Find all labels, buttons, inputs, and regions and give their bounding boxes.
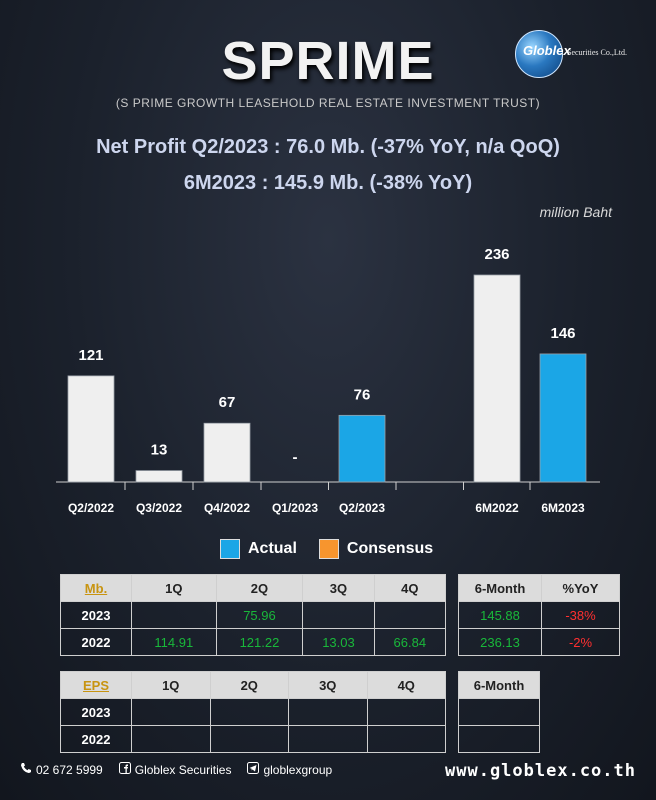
phone-icon <box>20 762 32 777</box>
row-label: 2022 <box>60 628 132 656</box>
table-header-cell: 4Q <box>366 671 446 699</box>
data-label: - <box>293 449 298 466</box>
data-label: 67 <box>219 394 236 411</box>
x-tick-label: Q2/2023 <box>339 501 385 515</box>
table-row: 145.88 -38% <box>458 601 620 629</box>
table-cell: 66.84 <box>373 628 447 656</box>
table-header-cell: 6-Month <box>458 574 542 602</box>
headline-net-profit: Net Profit Q2/2023 : 76.0 Mb. (-37% YoY,… <box>96 136 560 158</box>
globlex-logo: Globlex Securities Co.,Ltd. <box>515 30 635 78</box>
table-cell <box>373 601 447 629</box>
table-cell: -2% <box>541 628 620 656</box>
x-tick-label: 6M2023 <box>541 501 585 515</box>
table-cell <box>302 601 375 629</box>
data-label: 13 <box>151 442 168 459</box>
table-cell: -38% <box>541 601 620 629</box>
facebook-link[interactable]: Globlex Securities <box>134 762 232 777</box>
table-cell <box>366 698 446 726</box>
table-cell <box>209 698 289 726</box>
row-label: 2023 <box>60 698 132 726</box>
table-cell <box>288 725 368 753</box>
telegram-link[interactable]: globlexgroup <box>263 762 333 777</box>
table-cell <box>131 725 211 753</box>
mb-summary-table: 6-Month %YoY 145.88 -38% 236.13 -2% <box>458 574 620 656</box>
table-header-row: EPS 1Q 2Q 3Q 4Q <box>60 671 446 699</box>
bar-Q4/2022 <box>203 422 251 483</box>
table-header-row: 6-Month <box>458 671 540 699</box>
table-header-cell: EPS <box>60 671 132 699</box>
table-header-cell: 3Q <box>288 671 368 699</box>
table-cell: 114.91 <box>131 628 217 656</box>
table-header-cell: 1Q <box>131 574 217 602</box>
contact-footer: 02 672 5999 Globlex Securities globlexgr… <box>20 762 332 777</box>
website-link[interactable]: www.globlex.co.th <box>445 761 636 781</box>
table-row: 236.13 -2% <box>458 628 620 656</box>
data-label: 76 <box>354 386 371 403</box>
bar-6M2023 <box>539 353 587 483</box>
table-header-cell: %YoY <box>541 574 620 602</box>
table-header-row: 6-Month %YoY <box>458 574 620 602</box>
x-tick-label: Q2/2022 <box>68 501 114 515</box>
x-tick-label: Q3/2022 <box>136 501 182 515</box>
table-row: 2023 75.96 <box>60 601 447 629</box>
table-header-row: Mb. 1Q 2Q 3Q 4Q <box>60 574 447 602</box>
headline-6m: 6M2023 : 145.9 Mb. (-38% YoY) <box>183 172 473 194</box>
table-header-cell: 1Q <box>131 671 211 699</box>
table-row: 2022 <box>60 725 446 753</box>
table-cell <box>131 601 217 629</box>
row-label: 2023 <box>60 601 132 629</box>
table-header-cell: 3Q <box>302 574 375 602</box>
legend-swatch-actual <box>220 539 240 559</box>
net-profit-bar-chart: 121 Q2/2022 13 Q3/2022 67 Q4/2022 - Q1/2023 76 Q2… <box>56 246 600 515</box>
table-header-cell: 2Q <box>215 574 304 602</box>
bar-Q2/2023 <box>338 414 386 483</box>
globe-icon <box>515 30 563 78</box>
table-header-cell: 6-Month <box>458 671 540 699</box>
data-label: 121 <box>78 347 103 364</box>
table-header-cell: 4Q <box>373 574 447 602</box>
eps-quarterly-table: EPS 1Q 2Q 3Q 4Q 2023 2022 <box>60 671 446 753</box>
table-cell <box>366 725 446 753</box>
legend-label-actual: Actual <box>248 540 297 557</box>
page-title: SPRIME <box>221 31 435 91</box>
table-header-cell: 2Q <box>209 671 289 699</box>
table-cell: 121.22 <box>215 628 304 656</box>
bar-6M2022 <box>473 274 521 483</box>
legend-label-consensus: Consensus <box>346 540 434 557</box>
table-cell <box>458 725 540 753</box>
data-label: 146 <box>550 325 575 342</box>
chart-legend: Actual Consensus <box>220 537 433 561</box>
telegram-icon <box>247 762 260 777</box>
eps-summary-table: 6-Month <box>458 671 540 753</box>
table-cell <box>288 698 368 726</box>
table-row <box>458 725 540 753</box>
table-cell <box>131 698 211 726</box>
x-tick-label: Q4/2022 <box>204 501 250 515</box>
table-cell: 13.03 <box>302 628 375 656</box>
table-row <box>458 698 540 726</box>
unit-label: million Baht <box>539 204 612 220</box>
logo-name: Globlex <box>523 43 571 58</box>
x-tick-label: Q1/2023 <box>272 501 318 515</box>
table-cell <box>458 698 540 726</box>
table-cell: 236.13 <box>458 628 542 656</box>
mb-quarterly-table: Mb. 1Q 2Q 3Q 4Q 2023 75.96 2022 114.91 1… <box>60 574 447 656</box>
bar-Q3/2022 <box>135 470 183 483</box>
legend-swatch-consensus <box>318 539 339 559</box>
logo-subtitle: Securities Co.,Ltd. <box>567 48 627 57</box>
data-label: 236 <box>484 246 509 263</box>
table-row: 2022 114.91 121.22 13.03 66.84 <box>60 628 447 656</box>
bar-Q2/2022 <box>67 375 115 483</box>
facebook-icon <box>118 762 131 777</box>
table-cell: 145.88 <box>458 601 542 629</box>
phone-number[interactable]: 02 672 5999 <box>36 762 103 777</box>
table-cell: 75.96 <box>215 601 304 629</box>
trust-fullname: (S PRIME GROWTH LEASEHOLD REAL ESTATE IN… <box>115 96 541 110</box>
table-cell <box>209 725 289 753</box>
table-header-cell: Mb. <box>60 574 132 602</box>
row-label: 2022 <box>60 725 132 753</box>
x-tick-label: 6M2022 <box>475 501 519 515</box>
table-row: 2023 <box>60 698 446 726</box>
